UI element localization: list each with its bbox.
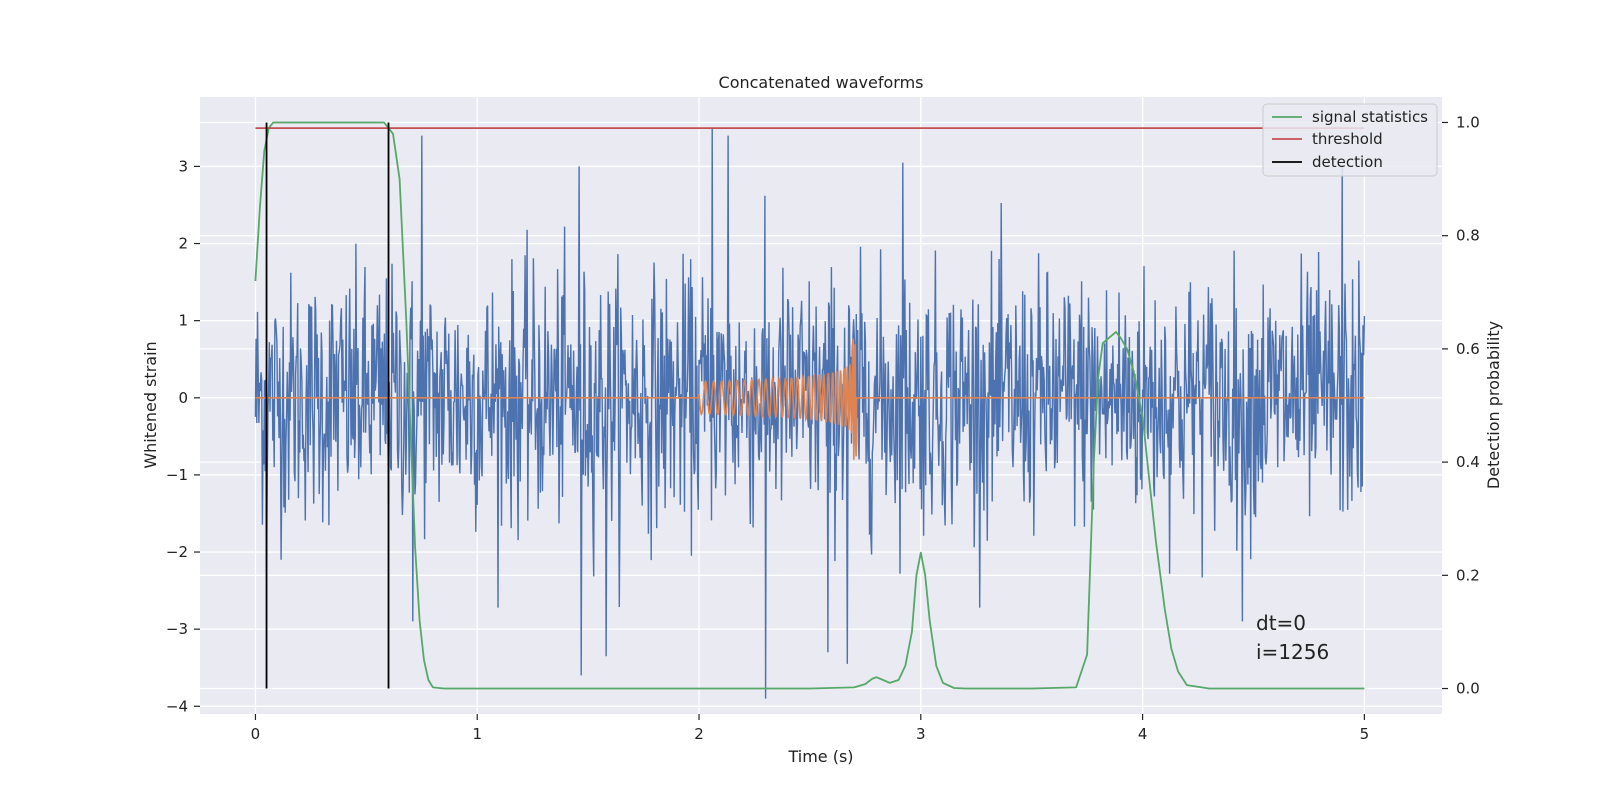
x-tick-label: 4 [1138, 725, 1148, 743]
y2-tick-label: 0.6 [1456, 340, 1480, 358]
x-tick-label: 0 [251, 725, 261, 743]
y-tick-label: 0 [178, 389, 188, 407]
noise-series [254, 127, 1366, 699]
legend-box [1262, 103, 1438, 177]
legend-label-detection: detection [1312, 153, 1383, 171]
annotation-index: i=1256 [1256, 640, 1329, 664]
y-tick-label: −3 [166, 620, 188, 638]
y-tick-label: −4 [166, 697, 188, 715]
y-tick-label: 3 [178, 157, 188, 175]
y2-tick-label: 0.8 [1456, 227, 1480, 245]
y2-tick-label: 0.2 [1456, 566, 1480, 584]
x-tick-label: 1 [472, 725, 482, 743]
chirp-line [255, 338, 1365, 460]
x-tick-label: 3 [916, 725, 926, 743]
probability-series [254, 121, 1365, 690]
chart-title: Concatenated waveforms [719, 73, 924, 92]
y-tick-label: −2 [166, 543, 188, 561]
noise-line [254, 127, 1366, 699]
y2-tick-label: 1.0 [1456, 113, 1480, 131]
x-axis-label: Time (s) [787, 747, 853, 766]
legend: signal statistics threshold detection [1262, 103, 1438, 177]
y-tick-label: 1 [178, 312, 188, 330]
x-tick-label: 2 [694, 725, 704, 743]
legend-label-signal-statistics: signal statistics [1312, 108, 1428, 126]
signal-statistics-line [254, 121, 1365, 690]
annotation-dt: dt=0 [1256, 611, 1306, 635]
x-tick-label: 5 [1360, 725, 1370, 743]
y-axis-ticks: −4 −3 −2 −1 0 1 2 3 [166, 157, 200, 715]
y2-tick-label: 0.4 [1456, 453, 1480, 471]
y-tick-label: 2 [178, 235, 188, 253]
y-tick-label: −1 [166, 466, 188, 484]
y2-axis-label: Detection probability [1484, 321, 1503, 489]
chirp-series [255, 338, 1365, 460]
plot-content [254, 121, 1366, 699]
y2-axis-ticks: 0.0 0.2 0.4 0.6 0.8 1.0 [1442, 113, 1480, 698]
y-axis-label: Whitened strain [141, 341, 160, 468]
y2-tick-label: 0.0 [1456, 680, 1480, 698]
x-axis-ticks: 0 1 2 3 4 5 [251, 714, 1369, 743]
legend-label-threshold: threshold [1312, 130, 1383, 148]
